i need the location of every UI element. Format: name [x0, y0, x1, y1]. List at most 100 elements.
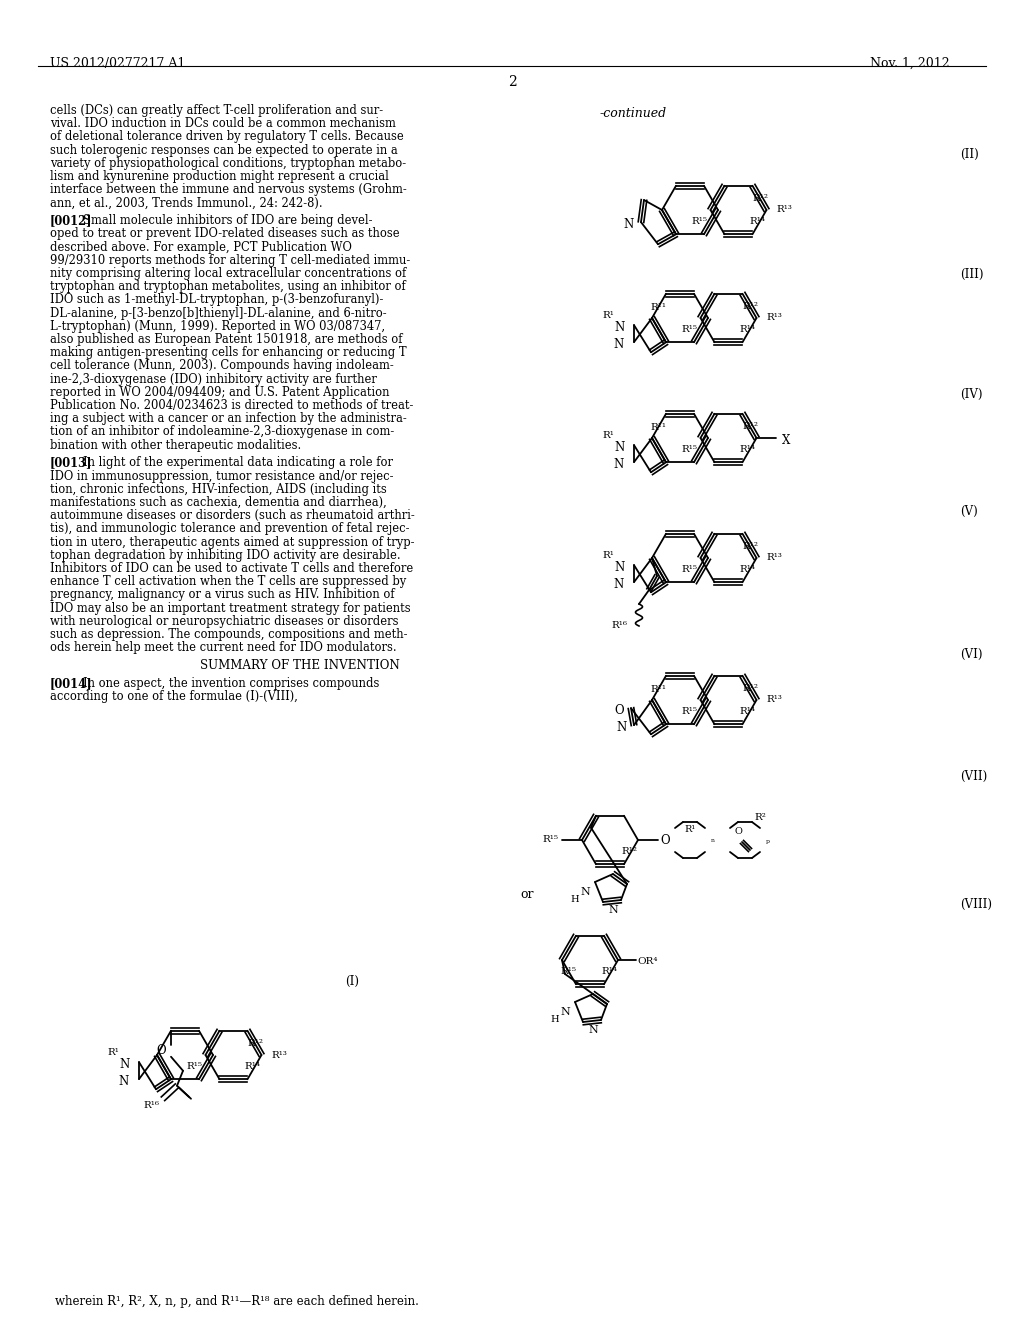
Text: manifestations such as cachexia, dementia and diarrhea),: manifestations such as cachexia, dementi…: [50, 496, 387, 510]
Text: R¹²: R¹²: [742, 543, 759, 552]
Text: according to one of the formulae (I)-(VIII),: according to one of the formulae (I)-(VI…: [50, 690, 298, 704]
Text: R¹⁵: R¹⁵: [681, 325, 697, 334]
Text: R¹³: R¹³: [767, 696, 782, 705]
Text: R¹³: R¹³: [776, 206, 793, 214]
Text: N: N: [613, 578, 624, 590]
Text: N: N: [614, 321, 625, 334]
Text: N: N: [616, 721, 627, 734]
Text: Inhibitors of IDO can be used to activate T cells and therefore: Inhibitors of IDO can be used to activat…: [50, 562, 414, 576]
Text: R¹⁵: R¹⁵: [186, 1061, 202, 1071]
Text: ods herein help meet the current need for IDO modulators.: ods herein help meet the current need fo…: [50, 642, 396, 655]
Text: (I): (I): [345, 975, 359, 987]
Text: of deletional tolerance driven by regulatory T cells. Because: of deletional tolerance driven by regula…: [50, 131, 403, 144]
Text: (VI): (VI): [961, 648, 982, 661]
Text: R¹¹: R¹¹: [650, 424, 666, 432]
Text: R¹⁵: R¹⁵: [691, 216, 707, 226]
Text: tophan degradation by inhibiting IDO activity are desirable.: tophan degradation by inhibiting IDO act…: [50, 549, 400, 562]
Text: R¹⁴: R¹⁴: [739, 706, 756, 715]
Text: R¹⁴: R¹⁴: [245, 1061, 260, 1071]
Text: 99/29310 reports methods for altering T cell-mediated immu-: 99/29310 reports methods for altering T …: [50, 253, 411, 267]
Text: tis), and immunologic tolerance and prevention of fetal rejec-: tis), and immunologic tolerance and prev…: [50, 523, 410, 536]
Text: R¹³: R¹³: [767, 553, 782, 562]
Text: IDO may also be an important treatment strategy for patients: IDO may also be an important treatment s…: [50, 602, 411, 615]
Text: O: O: [660, 834, 670, 847]
Text: making antigen-presenting cells for enhancing or reducing T: making antigen-presenting cells for enha…: [50, 346, 407, 359]
Text: ine-2,3-dioxygenase (IDO) inhibitory activity are further: ine-2,3-dioxygenase (IDO) inhibitory act…: [50, 372, 377, 385]
Text: H: H: [551, 1015, 559, 1024]
Text: tion, chronic infections, HIV-infection, AIDS (including its: tion, chronic infections, HIV-infection,…: [50, 483, 387, 496]
Text: O: O: [614, 704, 624, 717]
Text: ann, et al., 2003, Trends Immunol., 24: 242-8).: ann, et al., 2003, Trends Immunol., 24: …: [50, 197, 323, 210]
Text: R¹²: R¹²: [742, 684, 759, 693]
Text: reported in WO 2004/094409; and U.S. Patent Application: reported in WO 2004/094409; and U.S. Pat…: [50, 385, 389, 399]
Text: R²: R²: [754, 813, 766, 822]
Text: N: N: [120, 1057, 130, 1071]
Text: R¹⁶: R¹⁶: [143, 1101, 159, 1110]
Text: R¹²: R¹²: [742, 302, 759, 312]
Text: enhance T cell activation when the T cells are suppressed by: enhance T cell activation when the T cel…: [50, 576, 407, 589]
Text: also published as European Patent 1501918, are methods of: also published as European Patent 150191…: [50, 333, 402, 346]
Text: vival. IDO induction in DCs could be a common mechanism: vival. IDO induction in DCs could be a c…: [50, 117, 396, 131]
Text: 2: 2: [508, 75, 516, 88]
Text: Small molecule inhibitors of IDO are being devel-: Small molecule inhibitors of IDO are bei…: [83, 214, 373, 227]
Text: or: or: [520, 888, 534, 902]
Text: R¹⁵: R¹⁵: [681, 565, 697, 574]
Text: variety of physiopathological conditions, tryptophan metabo-: variety of physiopathological conditions…: [50, 157, 407, 170]
Text: R¹: R¹: [602, 430, 614, 440]
Text: R¹⁵: R¹⁵: [560, 966, 575, 975]
Text: such tolerogenic responses can be expected to operate in a: such tolerogenic responses can be expect…: [50, 144, 397, 157]
Text: R¹⁴: R¹⁴: [739, 445, 756, 454]
Text: R¹⁴: R¹⁴: [739, 565, 756, 574]
Text: In one aspect, the invention comprises compounds: In one aspect, the invention comprises c…: [83, 677, 379, 690]
Text: R¹⁴: R¹⁴: [739, 325, 756, 334]
Text: cells (DCs) can greatly affect T-cell proliferation and sur-: cells (DCs) can greatly affect T-cell pr…: [50, 104, 383, 117]
Text: R¹⁵: R¹⁵: [542, 836, 558, 845]
Text: R¹⁴: R¹⁴: [601, 966, 617, 975]
Text: N: N: [613, 338, 624, 351]
Text: N: N: [608, 906, 617, 915]
Text: cell tolerance (Munn, 2003). Compounds having indoleam-: cell tolerance (Munn, 2003). Compounds h…: [50, 359, 394, 372]
Text: R¹²: R¹²: [248, 1039, 263, 1048]
Text: DL-alanine, p-[3-benzo[b]thienyl]-DL-alanine, and 6-nitro-: DL-alanine, p-[3-benzo[b]thienyl]-DL-ala…: [50, 306, 387, 319]
Text: R¹⁵: R¹⁵: [681, 445, 697, 454]
Text: N: N: [624, 218, 634, 231]
Text: L-tryptophan) (Munn, 1999). Reported in WO 03/087347,: L-tryptophan) (Munn, 1999). Reported in …: [50, 319, 385, 333]
Text: pregnancy, malignancy or a virus such as HIV. Inhibition of: pregnancy, malignancy or a virus such as…: [50, 589, 394, 602]
Text: such as depression. The compounds, compositions and meth-: such as depression. The compounds, compo…: [50, 628, 408, 642]
Text: R¹²: R¹²: [742, 422, 759, 432]
Text: nity comprising altering local extracellular concentrations of: nity comprising altering local extracell…: [50, 267, 407, 280]
Text: (IV): (IV): [961, 388, 982, 401]
Text: N: N: [581, 887, 590, 898]
Text: N: N: [119, 1074, 129, 1088]
Text: N: N: [614, 561, 625, 574]
Text: X: X: [782, 433, 791, 446]
Text: with neurological or neuropsychiatric diseases or disorders: with neurological or neuropsychiatric di…: [50, 615, 398, 628]
Text: (II): (II): [961, 148, 979, 161]
Text: -continued: -continued: [600, 107, 667, 120]
Text: OR⁴: OR⁴: [638, 957, 658, 965]
Text: ₙ: ₙ: [711, 836, 715, 845]
Text: [0013]: [0013]: [50, 457, 92, 470]
Text: (V): (V): [961, 506, 978, 517]
Text: R¹⁴: R¹⁴: [750, 216, 766, 226]
Text: tryptophan and tryptophan metabolites, using an inhibitor of: tryptophan and tryptophan metabolites, u…: [50, 280, 406, 293]
Text: R¹: R¹: [602, 310, 614, 319]
Text: R¹: R¹: [602, 550, 614, 560]
Text: [0014]: [0014]: [50, 677, 92, 690]
Text: described above. For example, PCT Publication WO: described above. For example, PCT Public…: [50, 240, 352, 253]
Text: wherein R¹, R², X, n, p, and R¹¹—R¹⁸ are each defined herein.: wherein R¹, R², X, n, p, and R¹¹—R¹⁸ are…: [55, 1295, 419, 1308]
Text: IDO in immunosuppression, tumor resistance and/or rejec-: IDO in immunosuppression, tumor resistan…: [50, 470, 393, 483]
Text: R¹¹: R¹¹: [650, 685, 666, 694]
Text: N: N: [614, 441, 625, 454]
Text: (VII): (VII): [961, 770, 987, 783]
Text: (III): (III): [961, 268, 983, 281]
Text: H: H: [570, 895, 580, 904]
Text: R¹⁵: R¹⁵: [681, 706, 697, 715]
Text: R¹: R¹: [108, 1048, 119, 1056]
Text: O: O: [734, 828, 742, 837]
Text: [0012]: [0012]: [50, 214, 92, 227]
Text: bination with other therapeutic modalities.: bination with other therapeutic modaliti…: [50, 438, 301, 451]
Text: N: N: [560, 1007, 570, 1016]
Text: R¹¹: R¹¹: [650, 304, 666, 313]
Text: oped to treat or prevent IDO-related diseases such as those: oped to treat or prevent IDO-related dis…: [50, 227, 399, 240]
